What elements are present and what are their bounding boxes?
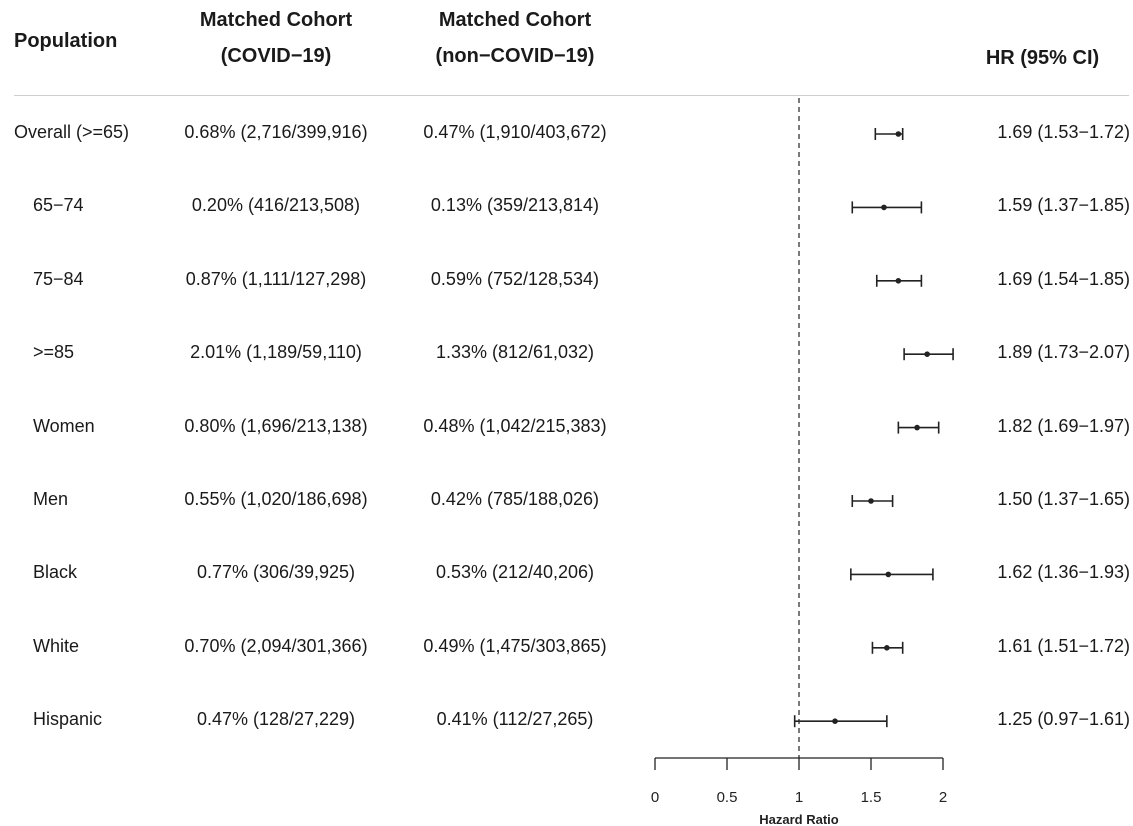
row-population-label: 75−84 bbox=[33, 268, 84, 289]
row-hr-text: 1.69 (1.54−1.85) bbox=[997, 268, 1130, 289]
header-noncovid-line2: (non−COVID−19) bbox=[435, 45, 595, 67]
row-covid-rate: 0.68% (2,716/399,916) bbox=[184, 122, 368, 142]
row-noncovid-rate: 1.33% (812/61,032) bbox=[435, 342, 595, 363]
point-estimate bbox=[884, 645, 890, 651]
row-hr-text: 1.62 (1.36−1.93) bbox=[997, 562, 1130, 583]
header-hazard-ratio: HR (95% CI) bbox=[985, 47, 1100, 69]
row-population-label: Men bbox=[33, 489, 69, 509]
row-hr-text: 1.25 (0.97−1.61) bbox=[997, 709, 1130, 730]
x-axis-label: Hazard Ratio bbox=[759, 812, 839, 826]
point-estimate bbox=[924, 351, 930, 358]
row-population-label: Women bbox=[33, 415, 95, 436]
row-covid-rate: 0.77% (306/39,925) bbox=[196, 562, 356, 583]
row-covid-rate: 0.87% (1,111/127,298) bbox=[185, 268, 367, 289]
point-estimate bbox=[868, 498, 874, 504]
row-hr-text: 1.59 (1.37−1.85) bbox=[997, 195, 1130, 216]
point-estimate bbox=[885, 571, 892, 578]
row-noncovid-rate: 0.59% (752/128,534) bbox=[430, 268, 600, 289]
row-population-label: 65−74 bbox=[33, 195, 84, 216]
row-covid-rate: 0.55% (1,020/186,698) bbox=[184, 489, 368, 509]
row-noncovid-rate: 0.13% (359/213,814) bbox=[430, 195, 600, 216]
row-population-label: Overall (>=65) bbox=[14, 122, 130, 142]
row-covid-rate: 0.20% (416/213,508) bbox=[191, 195, 361, 216]
point-estimate bbox=[914, 424, 920, 431]
header-noncovid-cohort: Matched Cohort (non−COVID−19) bbox=[395, 2, 635, 74]
header-covid-line2: (COVID−19) bbox=[220, 45, 332, 67]
row-hr-text: 1.89 (1.73−2.07) bbox=[997, 342, 1130, 363]
row-population-label: Hispanic bbox=[33, 709, 103, 730]
row-population-label: >=85 bbox=[33, 342, 75, 363]
row-noncovid-rate: 0.49% (1,475/303,865) bbox=[423, 635, 607, 656]
row-noncovid-rate: 0.41% (112/27,265) bbox=[436, 709, 594, 730]
header-noncovid-line1: Matched Cohort bbox=[438, 9, 592, 31]
point-estimate bbox=[832, 718, 838, 724]
row-covid-rate: 2.01% (1,189/59,110) bbox=[190, 342, 362, 363]
row-hr-text: 1.61 (1.51−1.72) bbox=[997, 635, 1130, 656]
row-covid-rate: 0.47% (128/27,229) bbox=[196, 709, 356, 730]
row-noncovid-rate: 0.53% (212/40,206) bbox=[435, 562, 595, 583]
row-population-label: White bbox=[33, 635, 80, 656]
header-covid-line1: Matched Cohort bbox=[199, 9, 353, 31]
x-tick-label: 1.5 bbox=[861, 789, 882, 806]
row-population-label: Black bbox=[33, 562, 78, 583]
point-estimate bbox=[895, 131, 902, 137]
header-population: Population bbox=[14, 30, 118, 52]
x-tick-label: 0.5 bbox=[717, 789, 738, 806]
row-noncovid-rate: 0.48% (1,042/215,383) bbox=[423, 415, 607, 436]
x-tick-label: 1 bbox=[795, 789, 803, 806]
row-noncovid-rate: 0.42% (785/188,026) bbox=[430, 489, 600, 509]
point-estimate bbox=[895, 278, 902, 284]
row-hr-text: 1.82 (1.69−1.97) bbox=[997, 415, 1130, 436]
row-covid-rate: 0.70% (2,094/301,366) bbox=[184, 635, 368, 656]
x-tick-label: 2 bbox=[939, 789, 947, 806]
point-estimate bbox=[881, 204, 887, 211]
row-hr-text: 1.50 (1.37−1.65) bbox=[997, 489, 1130, 509]
header-divider bbox=[14, 95, 1129, 96]
x-tick-label: 0 bbox=[651, 789, 659, 806]
row-noncovid-rate: 0.47% (1,910/403,672) bbox=[423, 122, 607, 142]
row-covid-rate: 0.80% (1,696/213,138) bbox=[184, 415, 368, 436]
header-covid-cohort: Matched Cohort (COVID−19) bbox=[160, 2, 392, 74]
row-hr-text: 1.69 (1.53−1.72) bbox=[997, 122, 1130, 142]
